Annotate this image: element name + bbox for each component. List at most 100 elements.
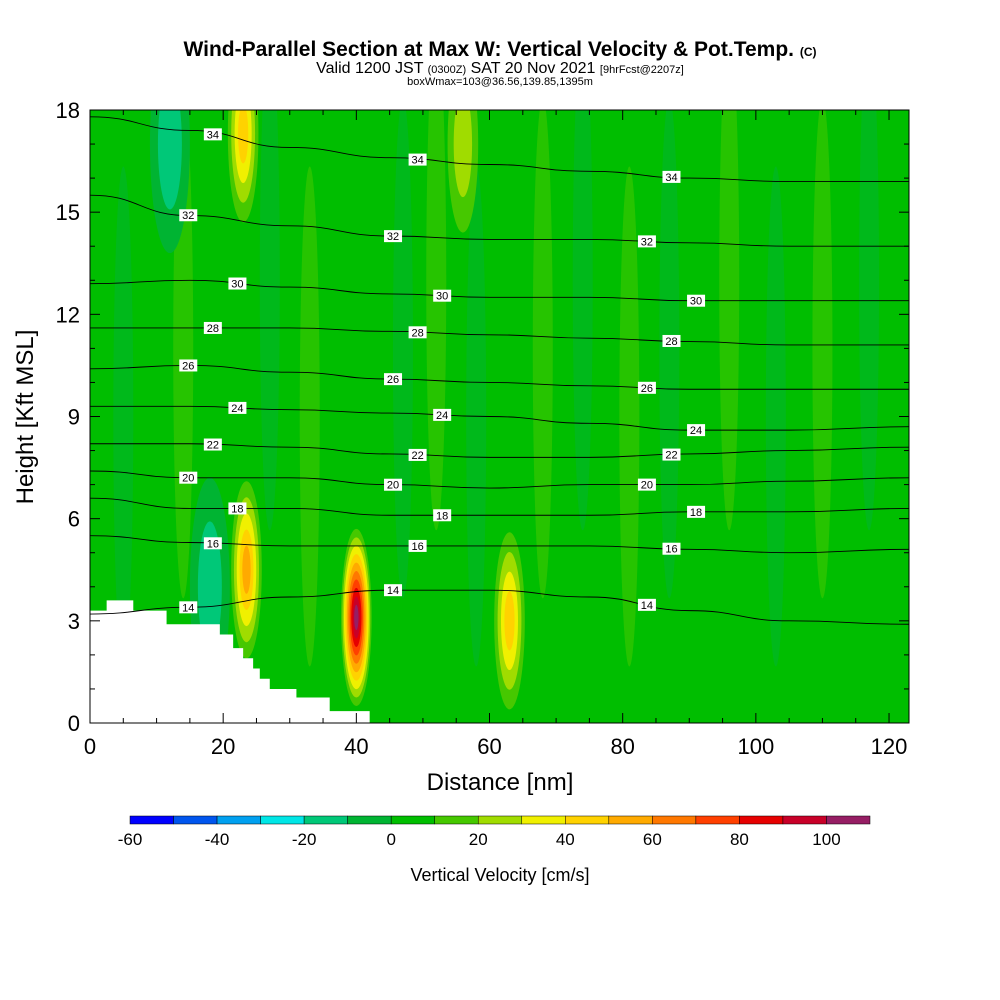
y-tick-label: 15: [56, 200, 80, 225]
isentrope-label-text: 26: [182, 360, 194, 372]
isentrope-label-bg: [384, 230, 403, 243]
isentrope-label-bg: [433, 509, 452, 522]
isentrope-label-bg: [179, 601, 198, 614]
isentrope-label-bg: [408, 326, 427, 339]
field-feature: [341, 528, 372, 706]
field-level: [354, 604, 359, 631]
isentrope-label-text: 32: [387, 231, 399, 243]
colorbar: -60 -40 -20 0 20 40 60 80 100: [118, 815, 871, 849]
isentrope-label-bg: [687, 505, 706, 518]
field-streak: [659, 110, 680, 599]
isentrope-label-text: 26: [387, 374, 399, 386]
colorbar-label: Vertical Velocity [cm/s]: [410, 865, 589, 885]
x-tick-label: 80: [610, 734, 634, 759]
isentrope-label-bg: [203, 438, 222, 451]
isentrope-label-bg: [408, 448, 427, 461]
isentrope-label: 22: [408, 448, 427, 462]
potential-temperature-contours: [90, 116, 909, 625]
isentrope-label-bg: [179, 209, 198, 222]
isentrope-label-text: 30: [436, 291, 448, 303]
isentrope-label: 32: [384, 230, 403, 243]
isentrope-line: [90, 116, 909, 182]
contour-labels: 14 14 14 16 16 16 18 18 18 20 20 20 22 22 22 24 24 24 26 26…: [179, 128, 706, 614]
y-tick-label: 6: [68, 507, 80, 532]
field-streak: [532, 110, 553, 599]
field-streak: [859, 110, 880, 531]
isentrope-label-bg: [637, 235, 656, 248]
y-tick-label: 12: [56, 302, 80, 327]
field-level: [453, 110, 473, 198]
isentrope-label: 30: [228, 277, 247, 291]
isentrope-label: 32: [637, 235, 656, 248]
isentrope-label: 28: [203, 321, 222, 335]
isentrope-label-text: 16: [207, 538, 219, 550]
field-streak: [619, 166, 640, 667]
isentrope-label-bg: [228, 502, 247, 515]
isentrope-label-bg: [203, 321, 222, 334]
isentrope-label-bg: [433, 289, 452, 302]
isentrope-label-bg: [203, 128, 222, 141]
isentrope-label-text: 32: [182, 210, 194, 222]
isentrope-label-text: 16: [665, 544, 677, 556]
isentrope-label-text: 18: [231, 503, 243, 515]
isentrope-label-text: 22: [411, 450, 423, 462]
colorbar-swatch: [565, 815, 610, 825]
colorbar-tick-label: -20: [292, 830, 317, 849]
isentrope-label: 34: [408, 153, 427, 167]
colorbar-swatch: [739, 815, 784, 825]
colorbar-swatch: [608, 815, 653, 825]
field-streak: [299, 166, 320, 667]
isentrope-label-bg: [687, 424, 706, 437]
colorbar-swatch: [695, 815, 740, 825]
isentrope-line: [90, 589, 909, 625]
isentrope-label-bg: [179, 359, 198, 372]
isentrope-label: 14: [637, 598, 656, 612]
x-tick-label: 120: [871, 734, 908, 759]
colorbar-swatch: [434, 815, 479, 825]
isentrope-label: 30: [433, 289, 452, 303]
isentrope-label-bg: [637, 381, 656, 394]
colorbar-swatch: [652, 815, 697, 825]
field-level: [197, 521, 222, 653]
isentrope-line: [90, 364, 909, 390]
isentrope-line: [90, 194, 909, 247]
chart-subtitle: Valid 1200 JST (0300Z) SAT 20 Nov 2021 […: [316, 60, 684, 77]
isentrope-label-bg: [662, 542, 681, 555]
x-axis-title: Distance [nm]: [427, 769, 574, 796]
colorbar-tick-label: 80: [730, 830, 749, 849]
isentrope-label-text: 20: [182, 473, 194, 485]
isentrope-label-text: 34: [411, 155, 423, 167]
colorbar-swatch: [826, 815, 871, 825]
isentrope-label: 14: [384, 584, 403, 597]
y-tick-label: 9: [68, 405, 80, 430]
colorbar-swatch: [303, 815, 348, 825]
chart-title: Wind-Parallel Section at Max W: Vertical…: [183, 38, 817, 61]
isentrope-line: [90, 497, 909, 516]
isentrope-label-text: 14: [387, 585, 399, 597]
colorbar-tick-label: -40: [205, 830, 230, 849]
field-streak: [426, 110, 447, 531]
isentrope-label-text: 24: [436, 410, 448, 422]
isentrope-label-text: 22: [207, 440, 219, 452]
isentrope-label: 16: [408, 539, 427, 553]
isentrope-label-text: 24: [231, 403, 243, 415]
isentrope-label: 20: [384, 478, 403, 492]
isentrope-label-text: 32: [641, 236, 653, 248]
field-level: [242, 545, 251, 594]
field-streak: [392, 110, 413, 599]
isentrope-label: 18: [433, 509, 452, 522]
colorbar-swatch: [173, 815, 218, 825]
isentrope-label: 26: [384, 373, 403, 386]
field-streak: [812, 110, 833, 599]
isentrope-label: 28: [408, 326, 427, 339]
field-level: [238, 110, 249, 164]
field-feature: [231, 481, 262, 659]
isentrope-label-bg: [687, 294, 706, 307]
isentrope-label-text: 28: [665, 336, 677, 348]
isentrope-label-bg: [384, 373, 403, 386]
isentrope-label: 24: [228, 401, 247, 415]
colorbar-tick-label: 100: [812, 830, 840, 849]
isentrope-line: [90, 327, 909, 346]
colorbar-swatch: [129, 815, 174, 825]
